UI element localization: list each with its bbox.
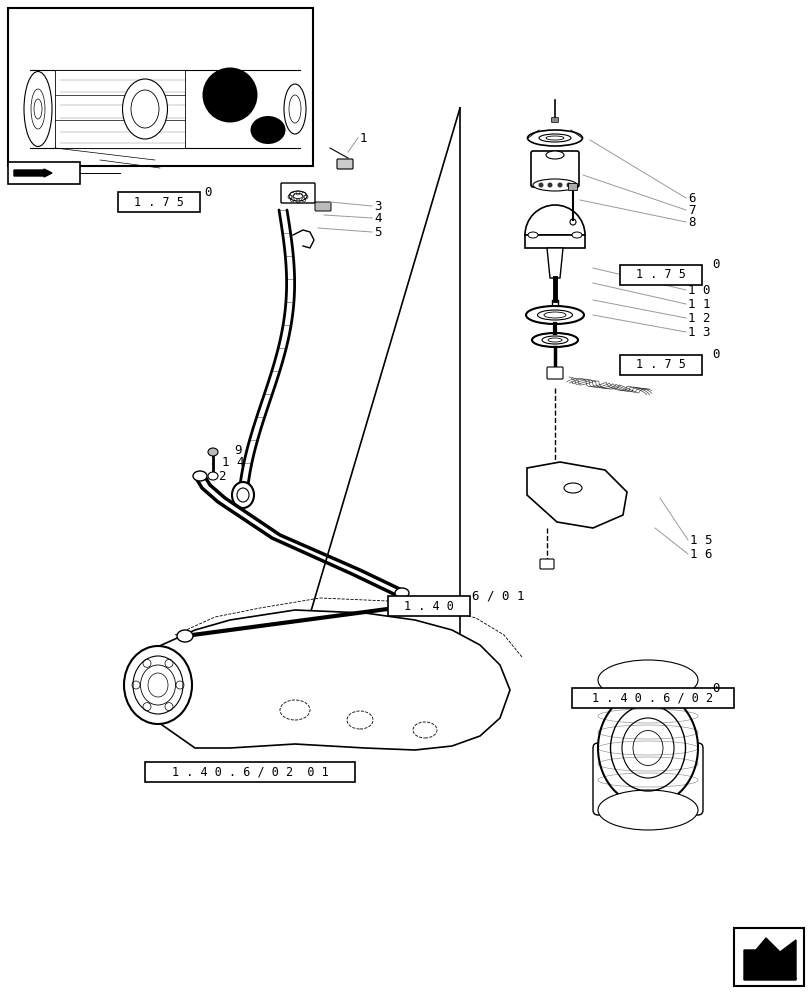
Text: 1 . 7 5: 1 . 7 5 <box>134 196 184 209</box>
Ellipse shape <box>526 306 583 324</box>
Ellipse shape <box>208 472 217 480</box>
Ellipse shape <box>250 116 285 144</box>
Text: 1 6: 1 6 <box>689 548 711 560</box>
Polygon shape <box>526 462 626 528</box>
FancyBboxPatch shape <box>315 202 331 211</box>
Ellipse shape <box>394 588 409 598</box>
Circle shape <box>547 183 551 188</box>
Text: 2: 2 <box>217 470 225 483</box>
Text: 4: 4 <box>374 212 381 225</box>
Text: 1 0: 1 0 <box>687 284 710 296</box>
Ellipse shape <box>597 790 697 830</box>
Text: 1 2: 1 2 <box>687 312 710 324</box>
Text: 8: 8 <box>687 216 695 229</box>
Ellipse shape <box>539 134 570 142</box>
FancyBboxPatch shape <box>530 151 578 187</box>
Wedge shape <box>525 205 584 235</box>
Bar <box>620 265 702 285</box>
FancyBboxPatch shape <box>551 118 558 123</box>
Text: 1 . 4 0: 1 . 4 0 <box>404 599 453 612</box>
FancyBboxPatch shape <box>337 159 353 169</box>
Text: 0: 0 <box>711 258 719 271</box>
FancyBboxPatch shape <box>568 184 577 191</box>
Text: 9: 9 <box>234 444 241 456</box>
Text: 6 / 0 1: 6 / 0 1 <box>471 589 524 602</box>
Polygon shape <box>547 248 562 278</box>
Text: 5: 5 <box>374 226 381 239</box>
Ellipse shape <box>537 310 572 320</box>
Polygon shape <box>743 938 795 980</box>
Text: 1 5: 1 5 <box>689 534 711 546</box>
Ellipse shape <box>232 482 254 508</box>
Bar <box>8 8 312 166</box>
Text: 1 . 7 5: 1 . 7 5 <box>635 268 685 282</box>
FancyArrow shape <box>14 169 52 177</box>
Ellipse shape <box>597 690 697 805</box>
Circle shape <box>566 183 571 188</box>
Ellipse shape <box>122 79 167 139</box>
Ellipse shape <box>527 232 538 238</box>
Ellipse shape <box>124 646 191 724</box>
Bar <box>388 596 470 616</box>
Ellipse shape <box>284 84 306 134</box>
FancyBboxPatch shape <box>281 183 315 203</box>
Text: 1 . 7 5: 1 . 7 5 <box>635 359 685 371</box>
Text: 1 4: 1 4 <box>221 456 244 468</box>
Circle shape <box>557 183 562 188</box>
Ellipse shape <box>208 448 217 456</box>
Ellipse shape <box>531 333 577 347</box>
Bar <box>733 928 803 986</box>
Text: 1 1: 1 1 <box>687 298 710 310</box>
Ellipse shape <box>597 660 697 700</box>
Bar <box>55 70 185 148</box>
Ellipse shape <box>541 336 568 344</box>
Text: 1 . 4 0 . 6 / 0 2  0 1: 1 . 4 0 . 6 / 0 2 0 1 <box>171 766 328 778</box>
Ellipse shape <box>202 68 257 123</box>
Ellipse shape <box>289 191 307 201</box>
Bar <box>145 762 354 782</box>
Ellipse shape <box>193 471 207 481</box>
Polygon shape <box>155 610 509 750</box>
Text: 1 3: 1 3 <box>687 326 710 338</box>
Bar <box>620 355 702 375</box>
Ellipse shape <box>24 72 52 147</box>
Text: 0: 0 <box>711 682 719 694</box>
Text: 0: 0 <box>711 349 719 361</box>
Ellipse shape <box>571 232 581 238</box>
Text: 7: 7 <box>687 204 695 217</box>
FancyBboxPatch shape <box>547 367 562 379</box>
Text: 6: 6 <box>687 192 695 205</box>
FancyBboxPatch shape <box>539 559 553 569</box>
Ellipse shape <box>527 130 581 146</box>
Ellipse shape <box>388 603 401 613</box>
Bar <box>118 192 200 212</box>
Ellipse shape <box>532 179 577 191</box>
Bar <box>525 235 584 248</box>
Ellipse shape <box>545 151 564 159</box>
Bar <box>571 688 733 708</box>
Text: 3: 3 <box>374 200 381 213</box>
Ellipse shape <box>177 630 193 642</box>
FancyBboxPatch shape <box>592 743 702 815</box>
Text: 1 . 4 0 . 6 / 0 2: 1 . 4 0 . 6 / 0 2 <box>592 692 713 704</box>
Bar <box>8 162 80 184</box>
Text: 1: 1 <box>359 132 367 145</box>
Text: 0: 0 <box>204 186 211 199</box>
Circle shape <box>538 183 543 188</box>
